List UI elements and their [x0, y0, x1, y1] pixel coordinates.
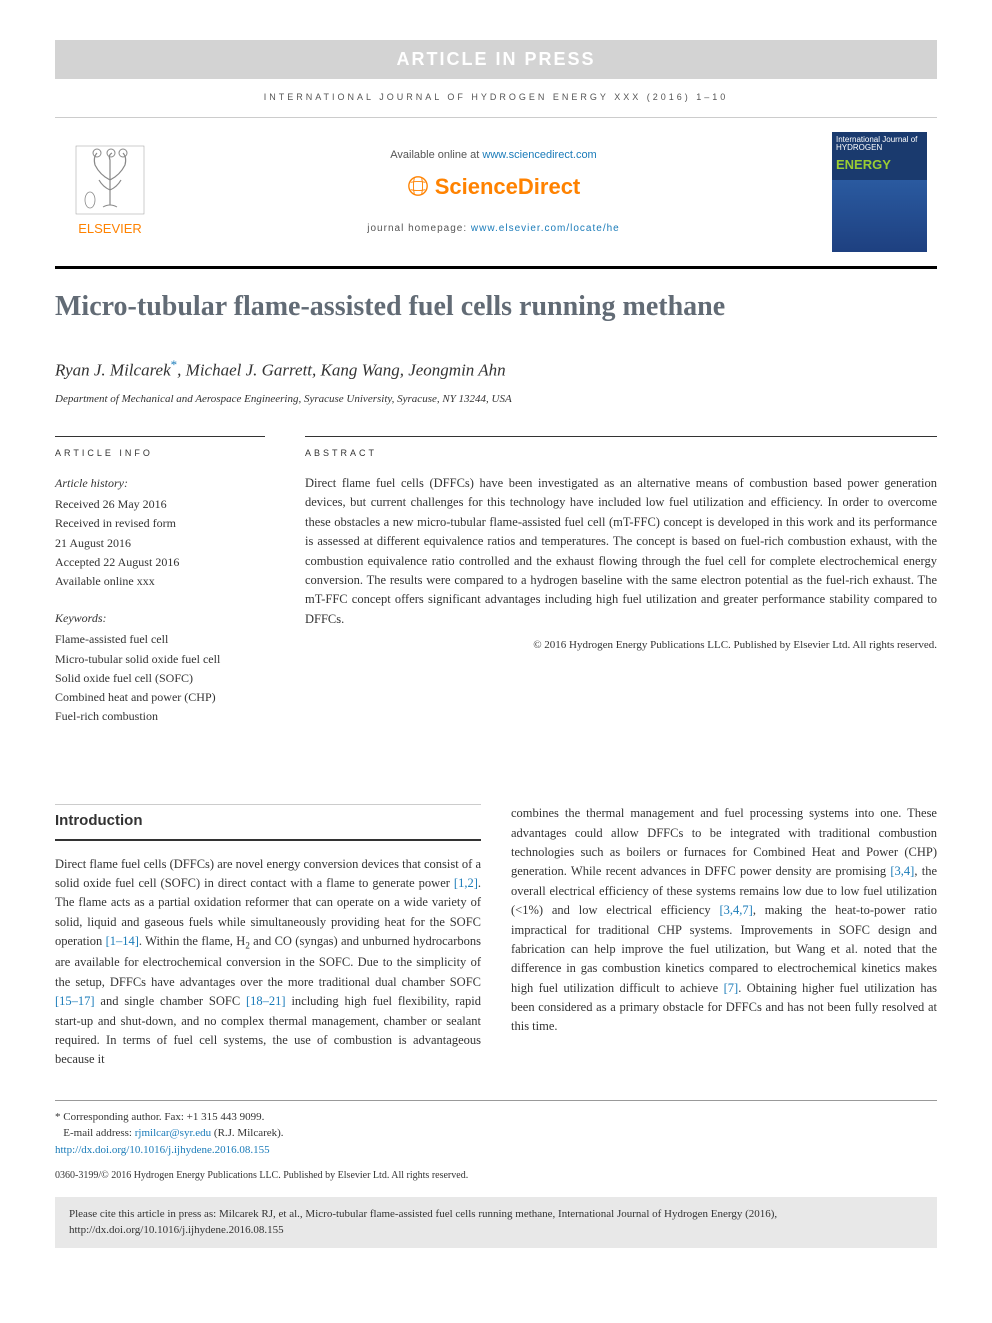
- article-in-press-banner: ARTICLE IN PRESS: [55, 40, 937, 79]
- journal-header: ELSEVIER Available online at www.science…: [55, 118, 937, 269]
- ref-link[interactable]: [1,2]: [454, 876, 478, 890]
- intro-paragraph-left: Direct flame fuel cells (DFFCs) are nove…: [55, 855, 481, 1070]
- ref-link[interactable]: [18–21]: [246, 994, 286, 1008]
- elsevier-tree-icon: [75, 145, 145, 215]
- sd-ball-icon: [407, 175, 429, 197]
- intro-paragraph-right: combines the thermal management and fuel…: [511, 804, 937, 1037]
- email-link[interactable]: rjmilcar@syr.edu: [135, 1127, 211, 1139]
- journal-cover-thumbnail: International Journal of HYDROGEN ENERGY: [832, 132, 927, 252]
- abstract-section: ABSTRACT Direct flame fuel cells (DFFCs)…: [305, 436, 937, 745]
- sciencedirect-link[interactable]: www.sciencedirect.com: [482, 149, 596, 161]
- body-columns: Introduction Direct flame fuel cells (DF…: [55, 804, 937, 1069]
- article-info-label: ARTICLE INFO: [55, 447, 265, 461]
- authors-list: Ryan J. Milcarek*, Michael J. Garrett, K…: [55, 355, 937, 383]
- ref-link[interactable]: [3,4,7]: [719, 903, 752, 917]
- abstract-copyright: © 2016 Hydrogen Energy Publications LLC.…: [305, 637, 937, 654]
- email-line: E-mail address: rjmilcar@syr.edu (R.J. M…: [55, 1125, 937, 1142]
- sciencedirect-text: ScienceDirect: [435, 170, 581, 203]
- available-online: Available online at www.sciencedirect.co…: [155, 147, 832, 164]
- publisher-name: ELSEVIER: [65, 219, 155, 239]
- article-info-sidebar: ARTICLE INFO Article history: Received 2…: [55, 436, 265, 745]
- ref-link[interactable]: [3,4]: [890, 864, 914, 878]
- abstract-label: ABSTRACT: [305, 447, 937, 461]
- ref-link[interactable]: [1–14]: [106, 934, 139, 948]
- corresponding-author-note: * Corresponding author. Fax: +1 315 443 …: [55, 1109, 937, 1126]
- publisher-logo: ELSEVIER: [65, 145, 155, 239]
- doi-link[interactable]: http://dx.doi.org/10.1016/j.ijhydene.201…: [55, 1142, 937, 1159]
- abstract-text: Direct flame fuel cells (DFFCs) have bee…: [305, 474, 937, 629]
- sciencedirect-logo: ScienceDirect: [155, 170, 832, 203]
- ref-link[interactable]: [15–17]: [55, 994, 95, 1008]
- footnotes: * Corresponding author. Fax: +1 315 443 …: [55, 1100, 937, 1184]
- article-history: Article history: Received 26 May 2016 Re…: [55, 474, 265, 591]
- ref-link[interactable]: [7]: [724, 981, 739, 995]
- introduction-heading: Introduction: [55, 804, 481, 840]
- article-title: Micro-tubular flame-assisted fuel cells …: [55, 269, 937, 355]
- right-column: combines the thermal management and fuel…: [511, 804, 937, 1069]
- keywords-block: Keywords: Flame-assisted fuel cell Micro…: [55, 609, 265, 726]
- left-column: Introduction Direct flame fuel cells (DF…: [55, 804, 481, 1069]
- homepage-link[interactable]: www.elsevier.com/locate/he: [471, 223, 620, 234]
- journal-homepage: journal homepage: www.elsevier.com/locat…: [155, 221, 832, 236]
- citation-box: Please cite this article in press as: Mi…: [55, 1197, 937, 1248]
- issn-copyright: 0360-3199/© 2016 Hydrogen Energy Publica…: [55, 1168, 937, 1183]
- affiliation: Department of Mechanical and Aerospace E…: [55, 391, 937, 418]
- journal-citation-line: INTERNATIONAL JOURNAL OF HYDROGEN ENERGY…: [55, 87, 937, 118]
